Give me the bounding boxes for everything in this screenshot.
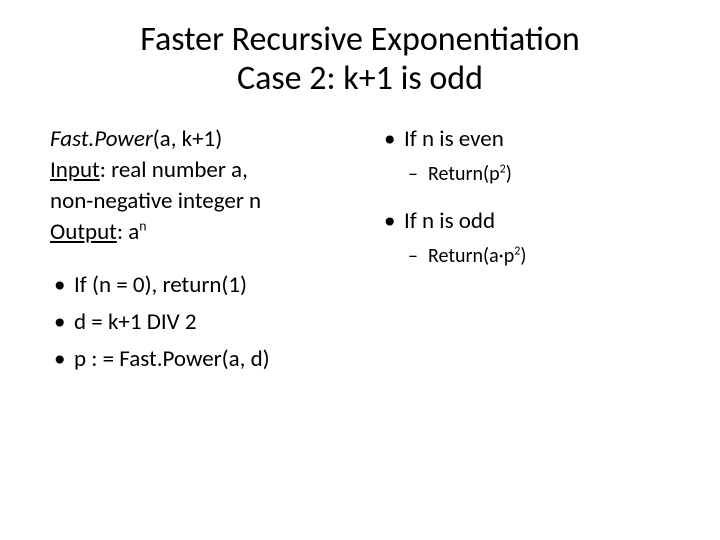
left-bullet-3: p : = Fast.Power(a, d) <box>50 344 340 375</box>
odd-sub-post: ) <box>520 244 526 268</box>
slide-title: Faster Recursive Exponentiation Case 2: … <box>50 20 670 98</box>
content-columns: Fast.Power(a, k+1) Input: real number a,… <box>50 124 670 381</box>
output-exponent: n <box>139 218 146 235</box>
output-label: Output <box>50 218 117 246</box>
output-line: Output: an <box>50 217 340 248</box>
even-sub-item: Return(p2) <box>380 161 670 188</box>
even-bullet: If n is even <box>380 124 670 155</box>
left-column: Fast.Power(a, k+1) Input: real number a,… <box>50 124 340 381</box>
left-bullet-2: d = k+1 DIV 2 <box>50 307 340 338</box>
odd-sub-pre: Return(a·p <box>428 244 514 268</box>
even-sub-post: ) <box>506 162 512 186</box>
right-column: If n is even Return(p2) If n is odd Retu… <box>380 124 670 381</box>
input-text: : real number a, <box>100 156 248 184</box>
left-bullets: If (n = 0), return(1) d = k+1 DIV 2 p : … <box>50 270 340 375</box>
function-name: Fast.Power <box>50 125 153 153</box>
title-line-1: Faster Recursive Exponentiation <box>140 19 580 60</box>
odd-case: If n is odd Return(a·p2) <box>380 206 670 270</box>
input-label: Input <box>50 156 100 184</box>
algorithm-signature: Fast.Power(a, k+1) Input: real number a,… <box>50 124 340 248</box>
input-line-1: Input: real number a, <box>50 155 340 186</box>
left-bullet-1: If (n = 0), return(1) <box>50 270 340 301</box>
odd-bullet: If n is odd <box>380 206 670 237</box>
function-args: (a, k+1) <box>153 125 222 153</box>
even-sub-list: Return(p2) <box>380 161 670 188</box>
odd-sub-list: Return(a·p2) <box>380 243 670 270</box>
odd-sub-item: Return(a·p2) <box>380 243 670 270</box>
even-bullet-list: If n is even <box>380 124 670 155</box>
even-case: If n is even Return(p2) <box>380 124 670 188</box>
odd-bullet-list: If n is odd <box>380 206 670 237</box>
even-sub-pre: Return(p <box>428 162 500 186</box>
function-line: Fast.Power(a, k+1) <box>50 124 340 155</box>
input-line-2: non-negative integer n <box>50 186 340 217</box>
output-text: : a <box>117 218 139 246</box>
title-line-2: Case 2: k+1 is odd <box>237 58 483 99</box>
slide: Faster Recursive Exponentiation Case 2: … <box>0 0 720 540</box>
